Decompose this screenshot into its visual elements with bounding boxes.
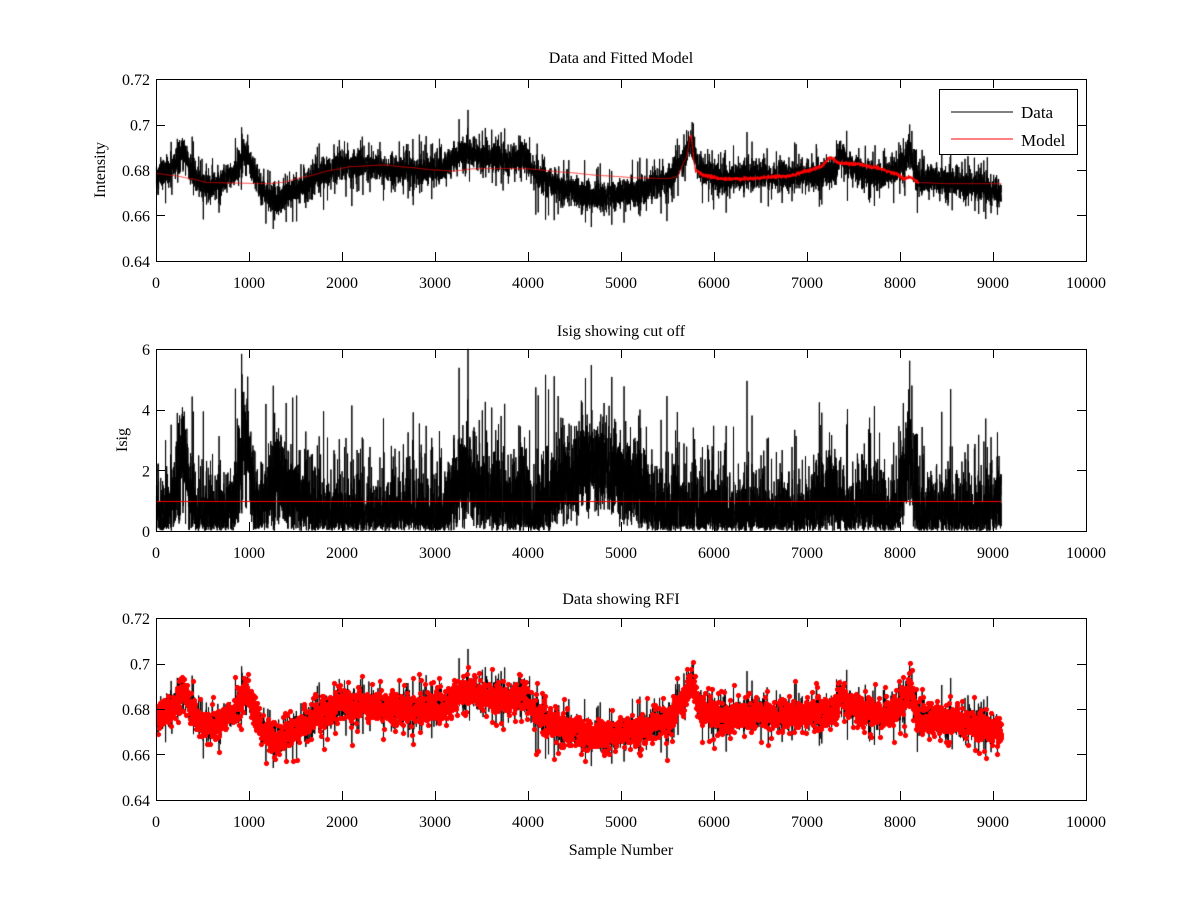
x-tick-label: 7000 [791, 275, 823, 292]
x-tick-label: 8000 [884, 275, 916, 292]
model-series-line [156, 141, 999, 184]
legend-box [939, 89, 1078, 155]
x-tick-label: 4000 [512, 814, 544, 831]
x-tick-label: 3000 [419, 814, 451, 831]
x-tick-label: 8000 [884, 814, 916, 831]
x-tick-label: 4000 [512, 545, 544, 562]
x-tick-label: 3000 [419, 275, 451, 292]
y-tick-label: 0.68 [122, 702, 150, 719]
x-tick-label: 9000 [977, 545, 1009, 562]
y-tick-label: 6 [142, 342, 150, 359]
axes-frame [156, 349, 1087, 532]
chart-title: Data and Fitted Model [549, 50, 694, 67]
y-tick-label: 0.72 [122, 611, 150, 628]
x-tick-label: 9000 [977, 814, 1009, 831]
axes-frame [156, 79, 1087, 262]
x-tick-label: 10000 [1066, 545, 1106, 562]
axes-data-and-fitted-model: Data and Fitted Model Intensity 0 1000 200… [92, 50, 1106, 292]
chart-title: Data showing RFI [562, 591, 679, 608]
x-tick-label: 1000 [233, 545, 265, 562]
y-axis-label: Isig [114, 428, 131, 452]
x-ticks: 0 1000 2000 3000 4000 5000 6000 7000 8000 9000 100… [152, 79, 1106, 292]
x-tick-label: 9000 [977, 275, 1009, 292]
x-tick-label: 3000 [419, 545, 451, 562]
x-tick-label: 4000 [512, 275, 544, 292]
y-ticks: 0 2 4 6 [142, 342, 1086, 541]
x-ticks: 0 1000 2000 3000 4000 5000 6000 7000 8000 9000 100… [152, 349, 1106, 562]
axes-frame [156, 618, 1087, 801]
y-tick-label: 0 [142, 524, 150, 541]
x-tick-label: 1000 [233, 814, 265, 831]
y-ticks: 0.64 0.66 0.68 0.7 0.72 [122, 611, 1086, 810]
x-tick-label: 6000 [698, 545, 730, 562]
data-series-line [156, 136, 999, 206]
series-marks [156, 136, 1001, 745]
legend-data-label: Data [1021, 103, 1054, 122]
x-tick-label: 0 [152, 814, 160, 831]
y-ticks: 0.64 0.66 0.68 0.7 0.72 [122, 72, 1086, 271]
x-tick-label: 10000 [1066, 814, 1106, 831]
y-tick-label: 0.64 [122, 254, 150, 271]
chart-title: Isig showing cut off [557, 323, 686, 340]
x-tick-label: 6000 [698, 814, 730, 831]
x-tick-label: 2000 [326, 545, 358, 562]
y-tick-label: 0.64 [122, 793, 150, 810]
y-tick-label: 4 [142, 403, 150, 420]
x-tick-label: 7000 [791, 814, 823, 831]
x-tick-label: 0 [152, 545, 160, 562]
x-tick-label: 0 [152, 275, 160, 292]
y-tick-label: 0.66 [122, 748, 150, 765]
rfi-series-points [156, 675, 999, 745]
x-ticks: 0 1000 2000 3000 4000 5000 6000 7000 8000 9000 100… [152, 618, 1106, 831]
axes-data-showing-rfi: Data showing RFI 0 1000 2000 3000 4000 5000 60… [122, 591, 1106, 859]
axes-isig-showing-cut-off: Isig showing cut off Isig 0 1000 2000 3000 4… [114, 323, 1106, 562]
x-tick-label: 5000 [605, 814, 637, 831]
x-tick-label: 6000 [698, 275, 730, 292]
x-tick-label: 8000 [884, 545, 916, 562]
y-tick-label: 0.72 [122, 72, 150, 89]
y-tick-label: 0.66 [122, 209, 150, 226]
isig-series-line [156, 412, 999, 530]
series-group-2 [156, 675, 999, 745]
y-tick-label: 0.7 [130, 657, 150, 674]
x-tick-label: 10000 [1066, 275, 1106, 292]
x-tick-label: 1000 [233, 275, 265, 292]
x-tick-label: 7000 [791, 545, 823, 562]
x-tick-label: 5000 [605, 275, 637, 292]
x-tick-label: 2000 [326, 814, 358, 831]
x-tick-label: 2000 [326, 275, 358, 292]
x-tick-label: 5000 [605, 545, 637, 562]
y-axis-label: Intensity [92, 142, 109, 198]
y-tick-label: 2 [142, 463, 150, 480]
y-tick-label: 0.7 [130, 118, 150, 135]
series-group-0 [156, 136, 999, 206]
series-group-1 [156, 412, 1001, 530]
legend: Data Model [939, 89, 1078, 155]
legend-model-label: Model [1021, 131, 1066, 150]
y-tick-label: 0.68 [122, 163, 150, 180]
x-axis-label: Sample Number [569, 842, 674, 859]
